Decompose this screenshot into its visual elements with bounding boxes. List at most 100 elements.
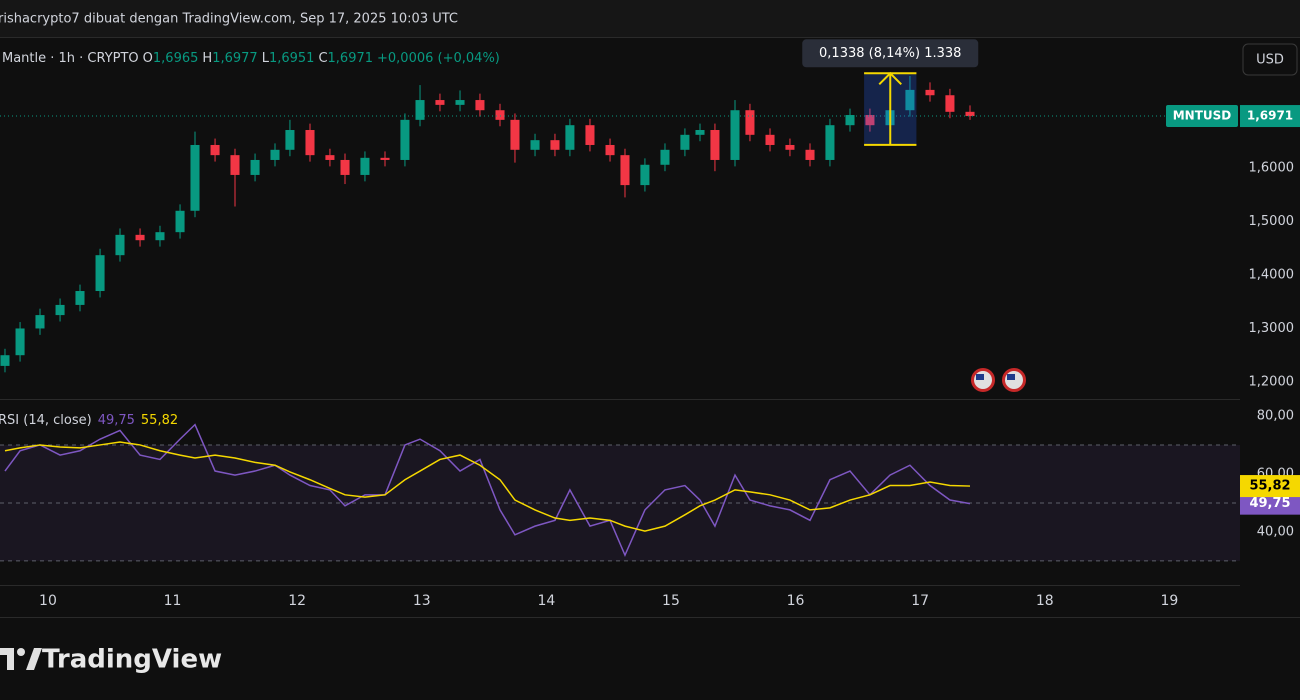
candle-body [0,355,10,366]
x-tick-label: 19 [1160,593,1178,609]
candle-body [745,110,755,135]
candle-body [640,164,650,186]
x-tick-label: 14 [537,593,555,609]
candle-body [75,291,85,305]
candle-body [210,144,220,156]
candle-body [95,255,105,292]
candle-body [115,234,125,256]
candle-body [135,234,145,241]
y-tick-label: 80,00 [1257,408,1294,423]
candle-body [805,149,815,160]
x-tick-label: 12 [288,593,306,609]
brand-logo [0,648,42,670]
candle-body [190,144,200,211]
ohlc-key: L [262,51,270,66]
candle-body [285,130,295,150]
x-tick-label: 13 [413,593,431,609]
candle-body [530,140,540,150]
change-value: +0,0006 (+0,04%) [377,51,500,66]
caption: rishacrypto7 dibuat dengan TradingView.c… [0,12,458,27]
candle-body [605,144,615,156]
currency-button[interactable] [1242,43,1298,76]
last-price-tag [1240,105,1300,128]
ohlc-key: O [143,51,153,66]
candle-body [435,100,445,105]
symbol-legend: Mantle · 1h · CRYPTO O1,6965 H1,6977 L1,695… [2,51,500,66]
y-tick-label: 1,4000 [1249,267,1295,282]
brand: TradingView [42,645,222,675]
candle-body [550,140,560,150]
candle-body [825,125,835,160]
x-tick-label: 11 [164,593,182,609]
ohlc-value: 1,6977 [212,51,258,66]
candle-body [250,159,260,175]
event-flags [971,368,1026,392]
value-tag [1240,475,1300,498]
legend-value: 49,75 [98,413,135,428]
ohlc-value: 1,6971 [328,51,374,66]
candle-body [925,89,935,96]
candle-body [620,155,630,186]
candle-body [230,155,240,175]
symbol-name: Mantle · 1h · CRYPTO [2,51,139,66]
top-bar [0,0,1300,37]
ohlc-value: 1,6951 [269,51,315,66]
candle-body [155,232,165,241]
value-tag-label: 55,82 [1249,479,1290,494]
ticker-tag [1166,105,1238,128]
candle-body [380,157,390,160]
candle-body [175,210,185,233]
y-tick-label: 1,5000 [1249,214,1295,229]
candle-body [585,125,595,145]
candle-body [55,304,65,316]
candle-body [710,130,720,160]
currency-label[interactable]: USD [1256,53,1284,68]
rsi-line [4,441,971,532]
candle-body [945,95,955,112]
candle-body [680,134,690,150]
candle-body [475,100,485,111]
candle-body [360,157,370,175]
y-tick-label: 1,6000 [1249,160,1295,175]
ohlc-value: 1,6965 [153,51,199,66]
candle-body [865,115,875,126]
candle-body [495,110,505,120]
ticker-label: MNTUSD [1173,109,1232,123]
rsi-title: RSI (14, close) [0,413,92,428]
candle-body [905,89,915,111]
candle-body [845,115,855,126]
measure-arrowhead [878,71,902,86]
candle-body [510,119,520,150]
ohlc-key: C [318,51,327,66]
candle-body [730,110,740,160]
value-tag-label: 49,75 [1249,496,1290,511]
legend-value: 55,82 [141,413,178,428]
candle-body [695,130,705,135]
ohlc-key: H [202,51,212,66]
candle-body [305,130,315,156]
value-tag [1240,492,1300,515]
x-tick-label: 18 [1036,593,1054,609]
candle-body [400,119,410,160]
x-tick-label: 17 [911,593,929,609]
candle-body [765,134,775,145]
measure-label: 0,1338 (8,14%) 1.338 [819,46,961,61]
candle-body [15,328,25,356]
candle-body [965,111,975,117]
candle-body [455,100,465,105]
candle-body [35,315,45,329]
candle-body [660,149,670,165]
candle-body [565,125,575,150]
rsi-line [4,423,971,558]
candle-body [270,149,280,160]
candle-body [785,144,795,150]
x-tick-label: 10 [39,593,57,609]
last-price-label: 1,6971 [1247,109,1293,123]
rsi-legend: RSI (14, close) 49,75 55,82 [0,413,178,428]
y-tick-label: 1,3000 [1249,321,1295,336]
y-tick-label: 1,2000 [1249,374,1295,389]
y-tick-label: 40,00 [1257,524,1294,539]
